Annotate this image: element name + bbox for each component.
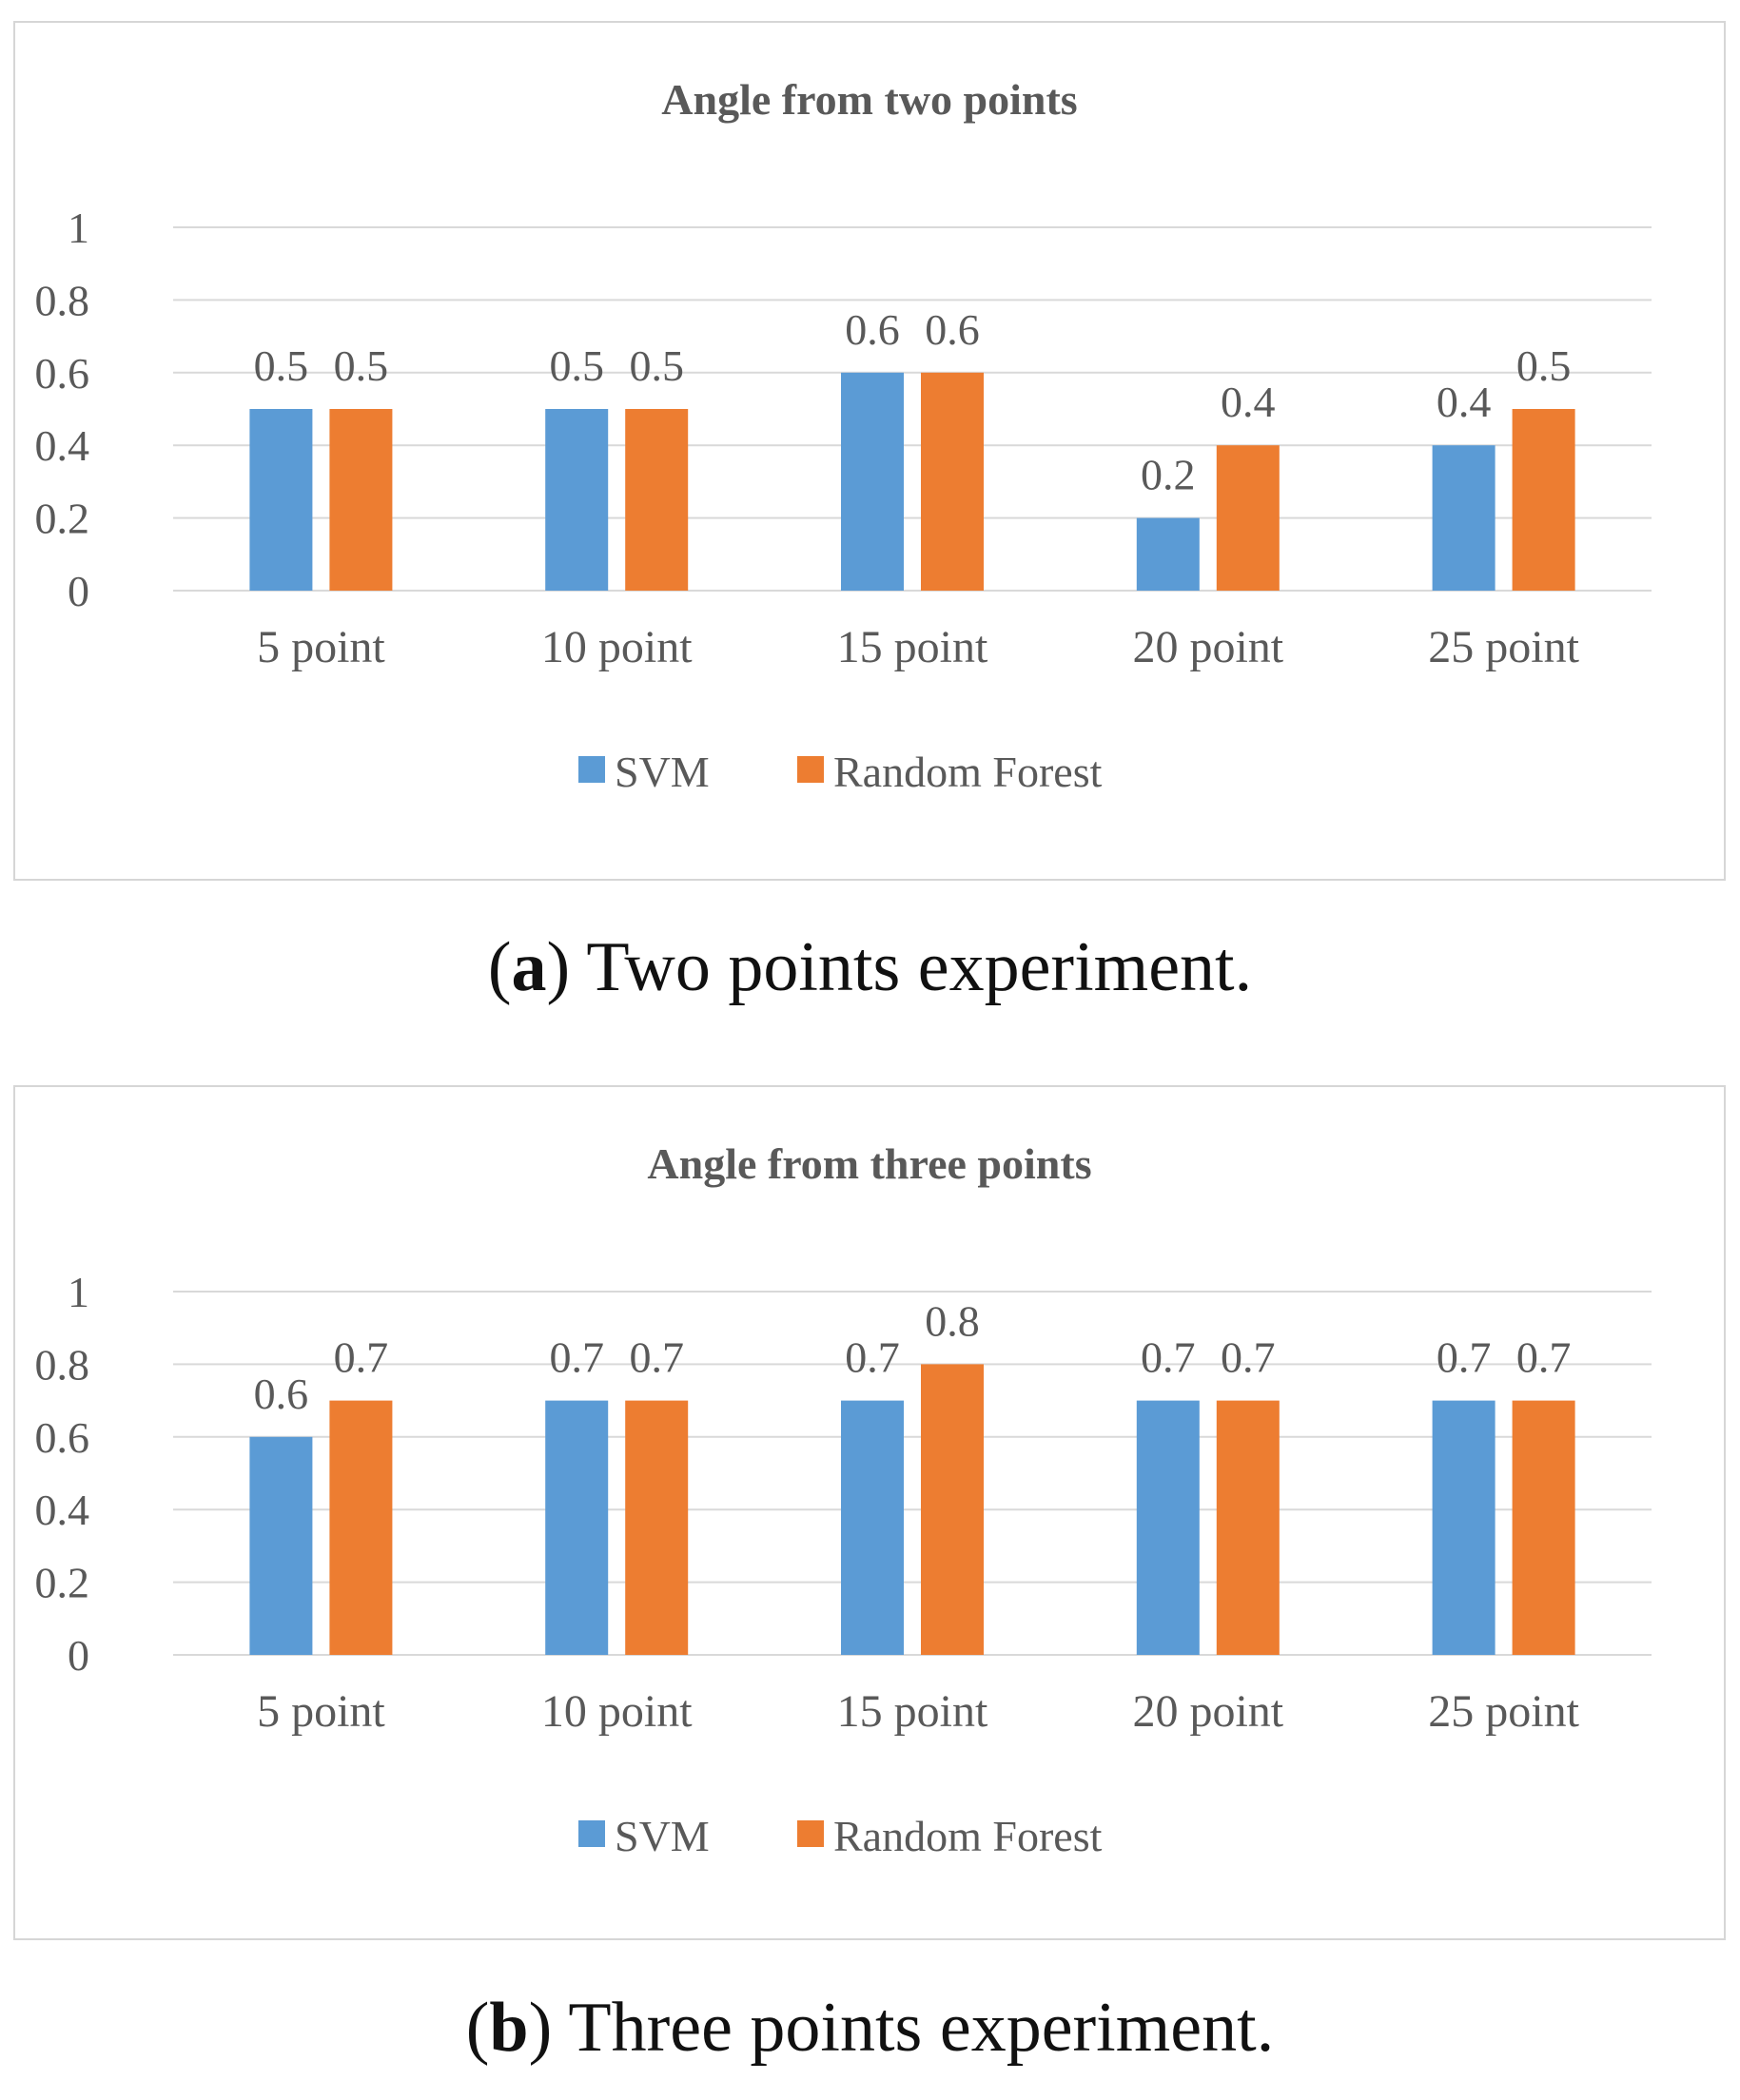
chart-a-bar-svm: [841, 372, 904, 591]
chart-a-legend-label-svm: SVM: [615, 748, 710, 796]
chart-a-xtick-label: 5 point: [257, 622, 385, 672]
chart-b-data-label: 0.7: [334, 1333, 389, 1382]
chart-b-bar-svm: [841, 1400, 904, 1655]
chart-panel-a: Angle from two points 0 0.2 0.4 0.6 0.8 1 0.5 0.…: [13, 21, 1726, 881]
chart-b-xtick-label: 15 point: [837, 1686, 988, 1737]
chart-b-data-label: 0.8: [925, 1296, 980, 1345]
chart-a-ytick-label: 0.4: [35, 421, 90, 470]
chart-a-bar-svm: [249, 409, 313, 591]
chart-a-data-label: 0.2: [1141, 451, 1196, 499]
chart-a-bar-rf: [625, 409, 689, 591]
chart-a-title: Angle from two points: [661, 75, 1077, 124]
chart-b-data-label: 0.7: [1141, 1333, 1196, 1382]
chart-a-ytick-label: 1: [68, 204, 89, 252]
caption-b: (b) Three points experiment.: [465, 1989, 1275, 2067]
chart-a-xtick-label: 25 point: [1428, 622, 1579, 672]
chart-a-svg: Angle from two points 0 0.2 0.4 0.6 0.8 1 0.5 0.…: [13, 21, 1726, 881]
chart-b-bar-svm: [545, 1400, 609, 1655]
chart-a-data-label: 0.5: [254, 341, 309, 390]
chart-b-data-label: 0.7: [845, 1333, 900, 1382]
chart-a-xtick-label: 20 point: [1132, 622, 1283, 672]
chart-a-xtick-label: 15 point: [837, 622, 988, 672]
chart-a-bar-rf: [1512, 409, 1575, 591]
caption-a-letter: a: [511, 928, 547, 1006]
chart-b-title: Angle from three points: [647, 1139, 1091, 1188]
chart-a-data-label: 0.6: [845, 305, 900, 354]
caption-a: (a) Two points experiment.: [487, 928, 1253, 1006]
chart-b-bar-rf: [921, 1364, 984, 1655]
chart-b-data-label: 0.7: [1437, 1333, 1492, 1382]
chart-b-bar-svm: [249, 1436, 313, 1655]
chart-a-bar-rf: [329, 409, 393, 591]
chart-a-bar-rf: [1216, 445, 1280, 591]
chart-b-data-label: 0.7: [1516, 1333, 1572, 1382]
chart-b-svg: Angle from three points 0 0.2 0.4 0.6 0.8 1 0.6…: [13, 1085, 1726, 1940]
caption-a-text: Two points experiment.: [570, 928, 1253, 1006]
chart-a-legend-swatch-rf: [797, 756, 824, 783]
chart-a-legend-label-rf: Random Forest: [833, 748, 1103, 796]
chart-a-ytick-label: 0.2: [35, 495, 90, 543]
chart-b-ytick-label: 0.4: [35, 1486, 90, 1534]
chart-b-data-label: 0.7: [629, 1333, 684, 1382]
chart-b-data-label: 0.6: [254, 1370, 309, 1418]
chart-b-xtick-label: 5 point: [257, 1686, 385, 1737]
chart-b-ytick-label: 0.2: [35, 1559, 90, 1607]
chart-a-ytick-label: 0.6: [35, 349, 90, 398]
chart-a-data-label: 0.5: [549, 341, 604, 390]
chart-a-ytick-label: 0.8: [35, 276, 90, 324]
chart-b-legend-label-rf: Random Forest: [833, 1812, 1103, 1860]
chart-b-bar-rf: [1216, 1400, 1280, 1655]
chart-b-bar-svm: [1136, 1400, 1200, 1655]
caption-b-letter: b: [489, 1989, 529, 2067]
caption-b-text: Three points experiment.: [552, 1989, 1275, 2067]
chart-a-data-label: 0.4: [1437, 378, 1492, 426]
chart-a-bar-svm: [1432, 445, 1496, 591]
chart-a-bar-svm: [545, 409, 609, 591]
chart-b-data-label: 0.7: [549, 1333, 604, 1382]
chart-b-bar-rf: [625, 1400, 689, 1655]
chart-a-data-label: 0.5: [629, 341, 684, 390]
chart-a-xtick-label: 10 point: [541, 622, 693, 672]
chart-a-bar-rf: [921, 372, 984, 591]
chart-b-legend-label-svm: SVM: [615, 1812, 710, 1860]
chart-b-ytick-label: 0.8: [35, 1340, 90, 1389]
chart-b-ytick-label: 0: [68, 1631, 89, 1680]
chart-b-xtick-label: 20 point: [1132, 1686, 1283, 1737]
chart-b-legend-swatch-rf: [797, 1820, 824, 1847]
chart-a-data-label: 0.5: [1516, 341, 1572, 390]
chart-a-data-label: 0.6: [925, 305, 980, 354]
chart-b-xtick-label: 10 point: [541, 1686, 693, 1737]
chart-b-bar-rf: [1512, 1400, 1575, 1655]
chart-b-bar-svm: [1432, 1400, 1496, 1655]
chart-b-data-label: 0.7: [1221, 1333, 1276, 1382]
chart-b-legend-swatch-svm: [578, 1820, 605, 1847]
chart-a-bar-svm: [1136, 517, 1200, 591]
chart-a-data-label: 0.5: [334, 341, 389, 390]
chart-panel-b: Angle from three points 0 0.2 0.4 0.6 0.8 1 0.6…: [13, 1085, 1726, 1945]
chart-b-xtick-label: 25 point: [1428, 1686, 1579, 1737]
chart-b-ytick-label: 1: [68, 1268, 89, 1316]
chart-a-data-label: 0.4: [1221, 378, 1276, 426]
chart-b-ytick-label: 0.6: [35, 1413, 90, 1462]
chart-a-legend-swatch-svm: [578, 756, 605, 783]
chart-a-ytick-label: 0: [68, 567, 89, 615]
chart-b-bar-rf: [329, 1400, 393, 1655]
